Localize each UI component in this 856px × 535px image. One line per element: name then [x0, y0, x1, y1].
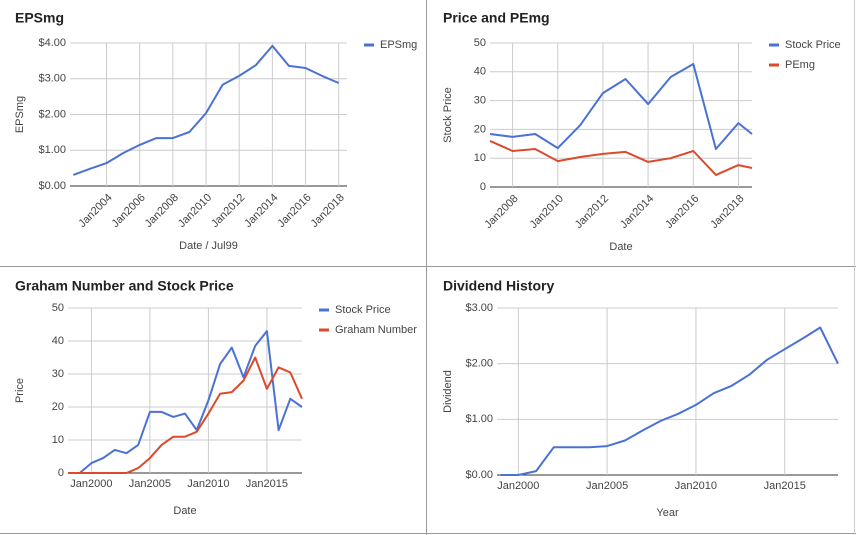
y-tick-label: $2.00 — [38, 108, 66, 120]
chart-title: Graham Number and Stock Price — [15, 278, 234, 294]
x-tick-label: Jan2000 — [70, 478, 112, 490]
x-tick-label: Jan2005 — [129, 478, 171, 490]
x-tick-label: Jan2010 — [187, 478, 229, 490]
x-tick-label: Jan2000 — [497, 480, 539, 492]
y-tick-label: 0 — [58, 467, 64, 479]
y-tick-label: 30 — [52, 368, 64, 380]
x-tick-label: Jan2015 — [246, 478, 288, 490]
y-tick-label: $3.00 — [38, 73, 66, 85]
y-tick-label: 20 — [474, 123, 486, 135]
legend-label: PEmg — [785, 59, 815, 71]
series-line — [72, 44, 340, 176]
y-tick-label: $4.00 — [38, 37, 66, 49]
y-axis-title: Stock Price — [442, 87, 454, 143]
y-axis-title: Price — [14, 378, 26, 403]
x-tick-label: Jan2005 — [586, 480, 628, 492]
y-tick-label: $1.00 — [465, 413, 493, 425]
x-tick-label: Jan2015 — [764, 480, 806, 492]
y-tick-label: 40 — [474, 66, 486, 78]
y-tick-label: $3.00 — [465, 302, 493, 314]
legend-label: Stock Price — [785, 39, 841, 51]
y-tick-label: 0 — [480, 181, 486, 193]
legend-label: Stock Price — [335, 304, 391, 316]
chart-title: EPSmg — [15, 10, 64, 26]
x-axis-title: Year — [656, 507, 679, 519]
y-tick-label: $2.00 — [465, 358, 493, 370]
series-line — [489, 63, 753, 150]
y-tick-label: 30 — [474, 95, 486, 107]
series-line — [489, 139, 753, 176]
y-tick-label: 50 — [52, 302, 64, 314]
y-tick-label: 40 — [52, 335, 64, 347]
series-line — [500, 326, 839, 476]
x-axis-title: Date — [173, 505, 196, 517]
x-tick-label: Jan2010 — [675, 480, 717, 492]
series-line — [68, 330, 303, 474]
x-axis-title: Date / Jul99 — [179, 240, 238, 252]
y-axis-title: EPSmg — [14, 96, 26, 133]
series-line — [68, 356, 303, 474]
y-tick-label: 20 — [52, 401, 64, 413]
chart-title: Price and PEmg — [443, 10, 550, 26]
y-tick-label: 10 — [52, 434, 64, 446]
y-tick-label: 50 — [474, 37, 486, 49]
x-axis-title: Date — [609, 241, 632, 253]
y-tick-label: 10 — [474, 152, 486, 164]
legend-label: Graham Number — [335, 324, 417, 336]
y-axis-title: Dividend — [442, 370, 454, 413]
y-tick-label: $0.00 — [38, 180, 66, 192]
y-tick-label: $1.00 — [38, 144, 66, 156]
legend-label: EPSmg — [380, 39, 417, 51]
chart-title: Dividend History — [443, 278, 554, 294]
y-tick-label: $0.00 — [465, 469, 493, 481]
